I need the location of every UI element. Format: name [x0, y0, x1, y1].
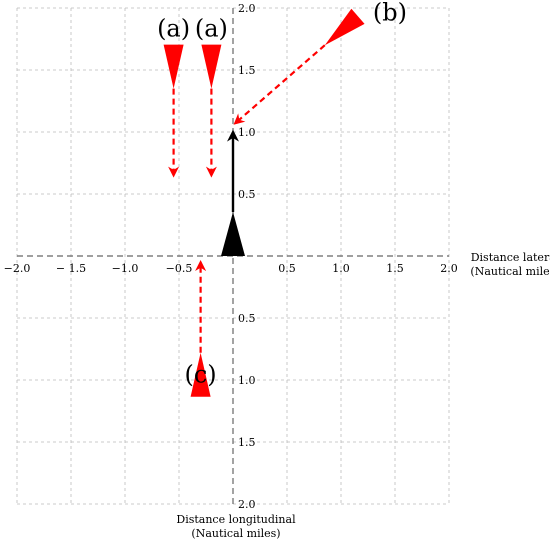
intruder-label: (a) [157, 15, 190, 43]
intruder-aircraft: (a) [195, 15, 228, 178]
intruders: (a) (a) (b) (c) [157, 0, 407, 397]
ownship-aircraft-marker [221, 212, 245, 256]
x-tick-label: −2.0 [4, 262, 31, 275]
intruder-aircraft: (b) [233, 0, 407, 125]
intruder-aircraft: (c) [185, 260, 217, 397]
y-tick-label: 1.0 [238, 374, 256, 387]
intruder-marker [190, 352, 211, 397]
intruder-marker [201, 44, 222, 89]
y-axis-title-line2: (Nautical miles) [191, 527, 280, 540]
intruder-label: (a) [195, 15, 228, 43]
x-tick-label: 2.0 [440, 262, 458, 275]
y-tick-label: 1.5 [238, 64, 256, 77]
ownship [221, 129, 245, 256]
intruder-marker [324, 8, 365, 46]
x-tick-label: −1.0 [112, 262, 139, 275]
x-tick-label: − 1.5 [56, 262, 86, 275]
intruder-aircraft: (a) [157, 15, 190, 178]
y-tick-label: 0.5 [238, 188, 256, 201]
x-tick-label: −0.5 [166, 262, 193, 275]
intruder-marker [163, 44, 184, 89]
x-axis-title-line1: Distance lateral [471, 251, 550, 264]
y-axis-title: Distance longitudinal (Nautical miles) [176, 513, 296, 540]
x-tick-label: 1.0 [332, 262, 350, 275]
intruder-label: (c) [185, 361, 217, 389]
x-tick-labels: −2.0 − 1.5 −1.0 −0.5 0.5 1.0 1.5 2.0 [4, 262, 458, 275]
y-tick-label: 1.5 [238, 436, 256, 449]
y-tick-label: 2.0 [238, 2, 256, 15]
y-tick-label: 0.5 [238, 312, 256, 325]
intruder-trajectory-arrow [233, 44, 326, 125]
intruder-label: (b) [373, 0, 407, 26]
y-tick-label: 1.0 [238, 126, 256, 139]
x-axis-title-line2: (Nautical miles) [470, 265, 550, 278]
y-axis-title-line1: Distance longitudinal [176, 513, 296, 526]
x-tick-label: 1.5 [386, 262, 404, 275]
y-tick-labels: 2.0 1.5 1.0 0.5 0.5 1.0 1.5 2.0 [238, 2, 256, 511]
x-axis-title: Distance lateral (Nautical miles) [470, 251, 550, 278]
x-tick-label: 0.5 [278, 262, 296, 275]
y-tick-label: 2.0 [238, 498, 256, 511]
